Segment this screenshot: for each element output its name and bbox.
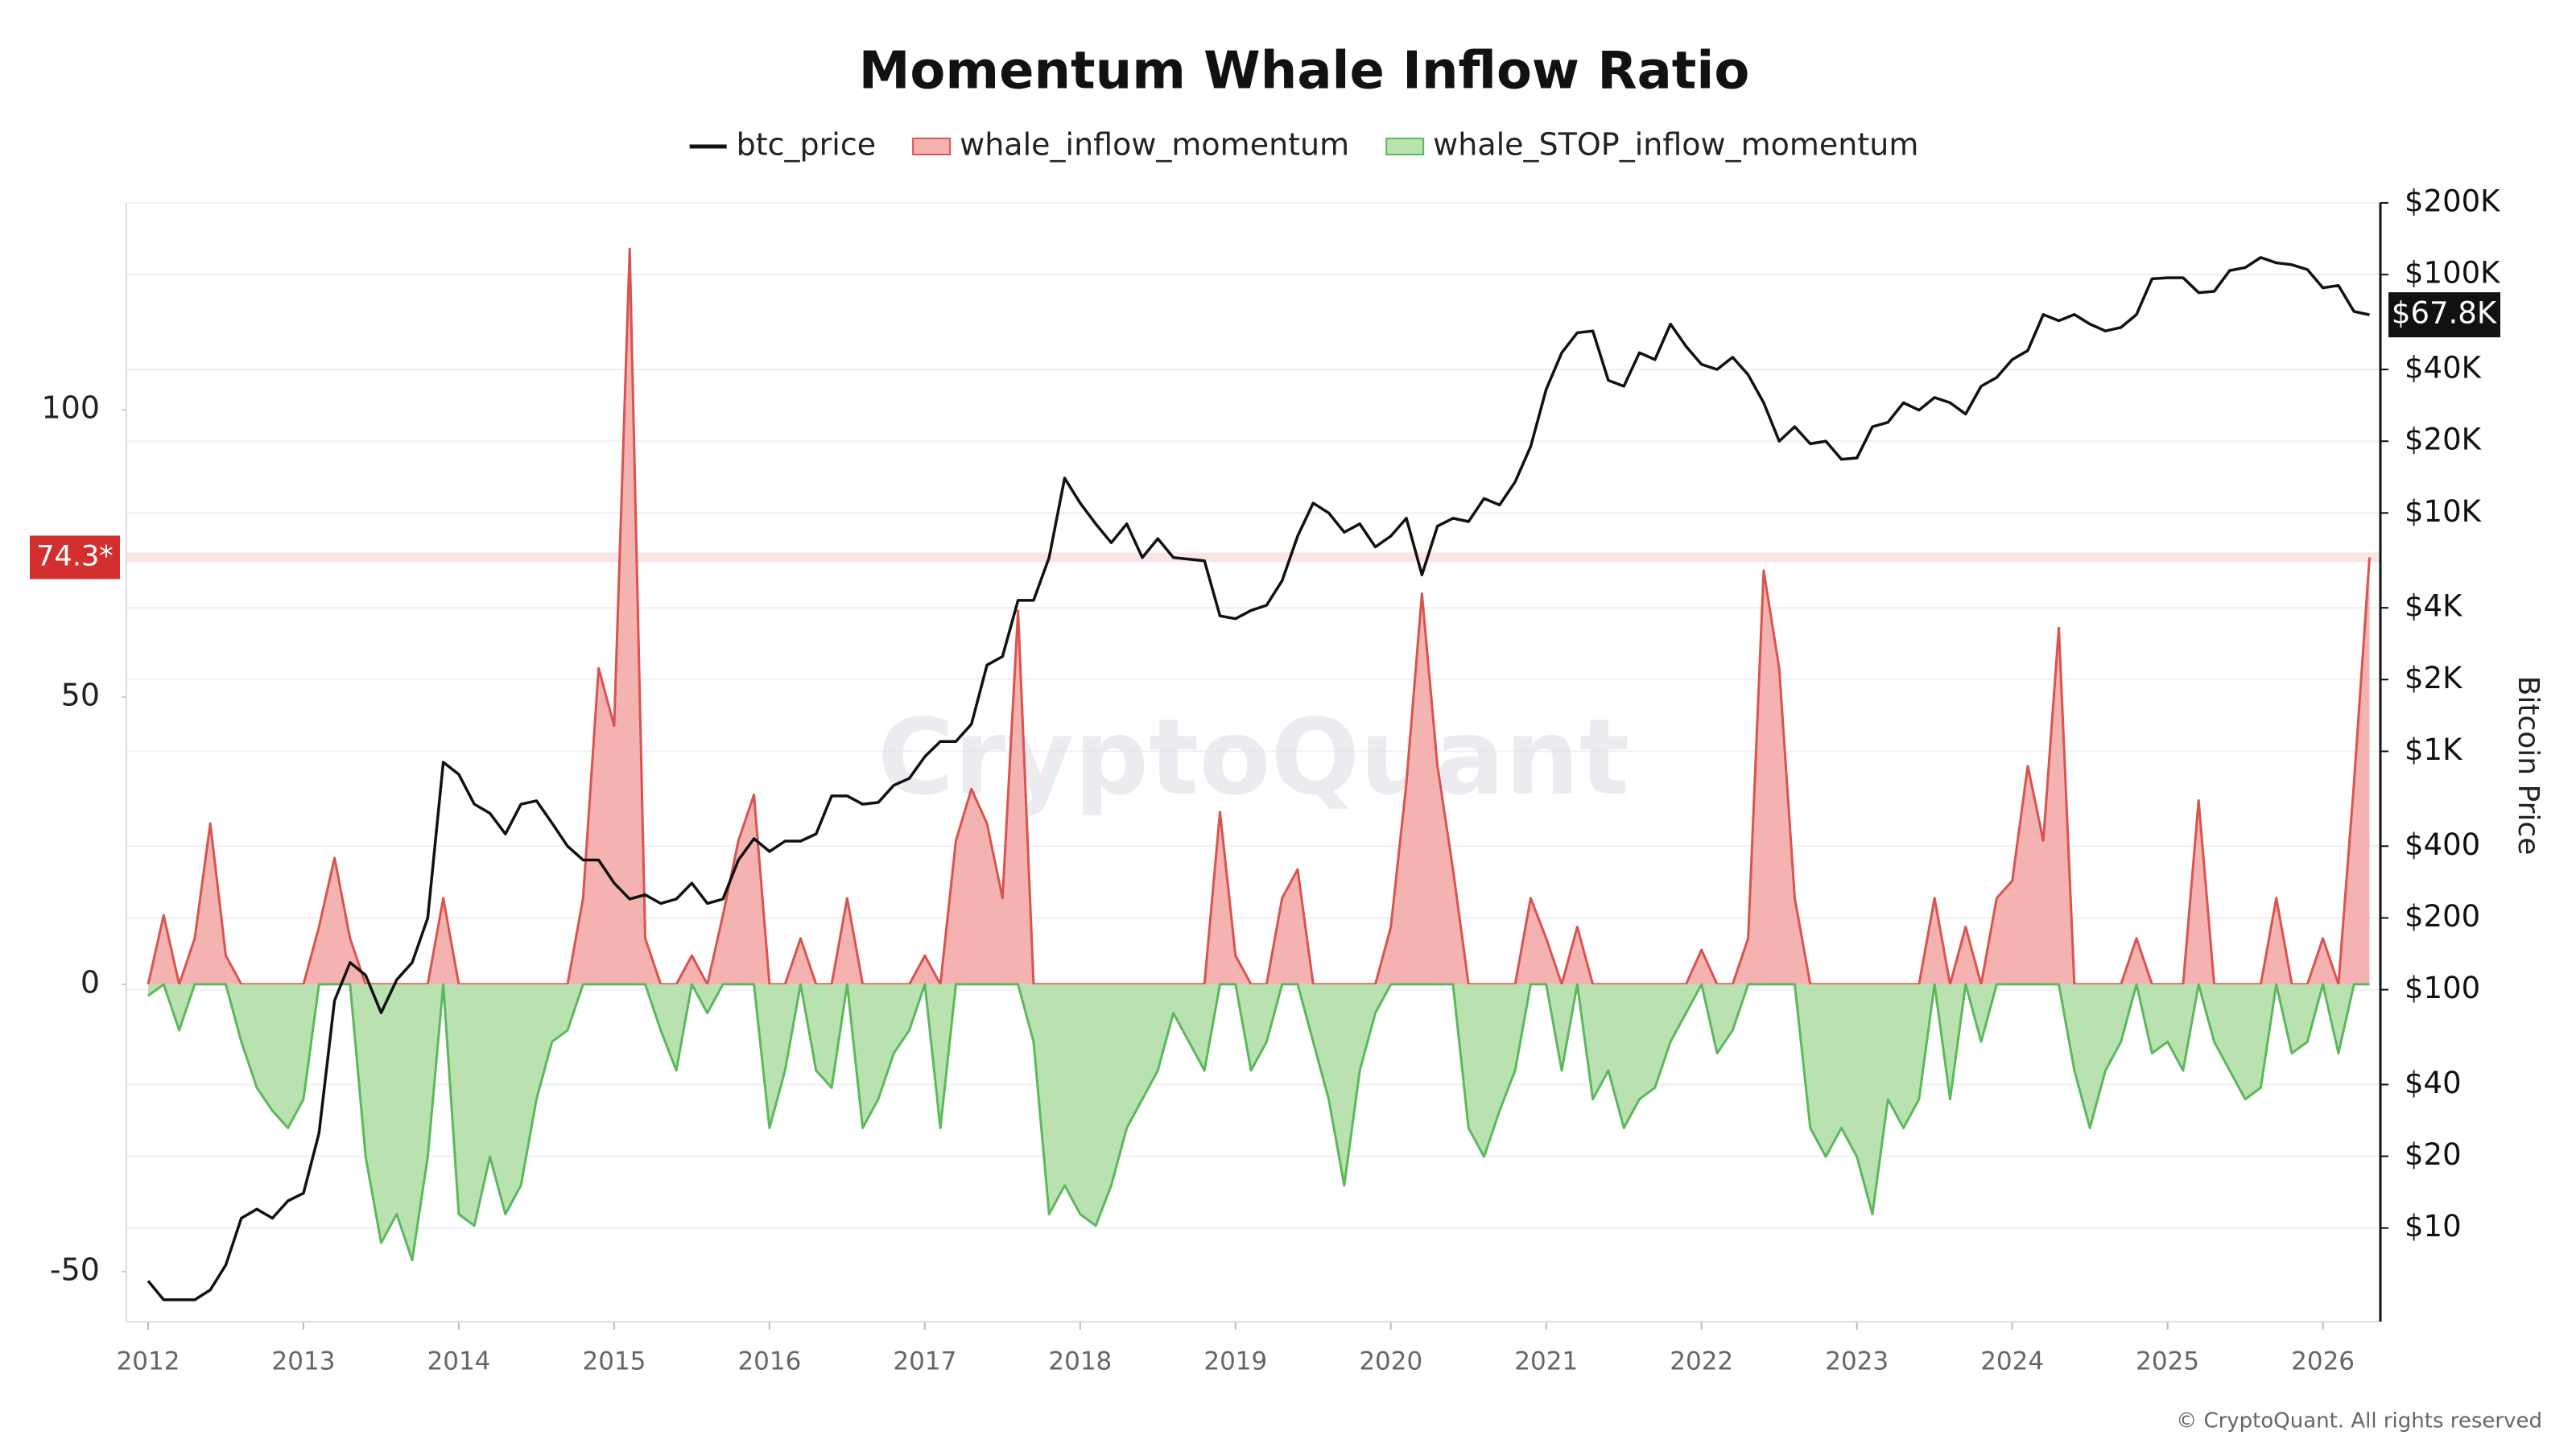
copyright: © CryptoQuant. All rights reserved <box>2176 1409 2542 1433</box>
watermark: CryptoQuant <box>877 696 1629 819</box>
x-tick-label: 2014 <box>427 1347 491 1376</box>
price-line <box>147 256 2370 1301</box>
marker-box <box>2388 292 2500 338</box>
x-tick-label: 2019 <box>1203 1347 1267 1376</box>
y2-tick-label: $100K <box>2405 256 2501 291</box>
x-tick-label: 2025 <box>2136 1347 2199 1376</box>
x-tick-label: 2021 <box>1514 1347 1578 1376</box>
y2-tick-label: $40 <box>2405 1066 2462 1100</box>
x-tick-label: 2016 <box>737 1347 801 1376</box>
marker-label: 74.3* <box>36 540 113 572</box>
y2-tick-label: $10K <box>2405 494 2483 529</box>
y2-tick-label: $200K <box>2405 184 2501 219</box>
area-fill <box>148 984 2370 1260</box>
x-tick-label: 2015 <box>582 1347 646 1376</box>
y2-tick-label: $40K <box>2405 350 2483 385</box>
chart-title: Momentum Whale Inflow Ratio <box>859 42 1750 101</box>
legend-symbol <box>1385 138 1425 155</box>
y-tick-label: 0 <box>80 964 100 1000</box>
x-tick-label: 2012 <box>117 1347 180 1376</box>
legend-label: btc_price <box>737 127 877 163</box>
y2-tick-label: $20 <box>2405 1137 2462 1172</box>
x-tick-label: 2018 <box>1048 1347 1112 1376</box>
legend-label: whale_inflow_momentum <box>960 127 1349 163</box>
x-tick-label: 2013 <box>272 1347 336 1376</box>
x-tick-label: 2022 <box>1670 1347 1733 1376</box>
series-line <box>147 983 2370 1262</box>
y2-tick-label: $100 <box>2405 971 2480 1005</box>
y2-axis-title: Bitcoin Price <box>2512 676 2545 856</box>
y-tick-label: 50 <box>61 677 100 712</box>
x-tick-label: 2024 <box>1980 1347 2044 1376</box>
y2-tick-label: $20K <box>2405 423 2483 457</box>
y2-tick-label: $10 <box>2405 1209 2462 1244</box>
legend-label: whale_STOP_inflow_momentum <box>1433 127 1918 163</box>
y-tick-label: -50 <box>50 1252 100 1287</box>
marker-box <box>30 535 120 580</box>
y-tick-label: 100 <box>41 390 100 426</box>
y2-tick-label: $4K <box>2405 589 2463 624</box>
x-tick-label: 2020 <box>1359 1347 1422 1376</box>
legend-symbol <box>912 138 952 155</box>
x-tick-label: 2017 <box>893 1347 956 1376</box>
y2-tick-label: $200 <box>2405 899 2480 934</box>
y2-tick-label: $2K <box>2405 661 2463 695</box>
x-tick-label: 2026 <box>2291 1347 2355 1376</box>
y2-tick-label: $1K <box>2405 732 2463 767</box>
x-tick-label: 2023 <box>1825 1347 1889 1376</box>
marker-label: $67.8K <box>2392 296 2498 331</box>
legend: btc_price whale_inflow_momentum whale_STOP… <box>689 127 1918 163</box>
y2-tick-label: $400 <box>2405 827 2480 862</box>
